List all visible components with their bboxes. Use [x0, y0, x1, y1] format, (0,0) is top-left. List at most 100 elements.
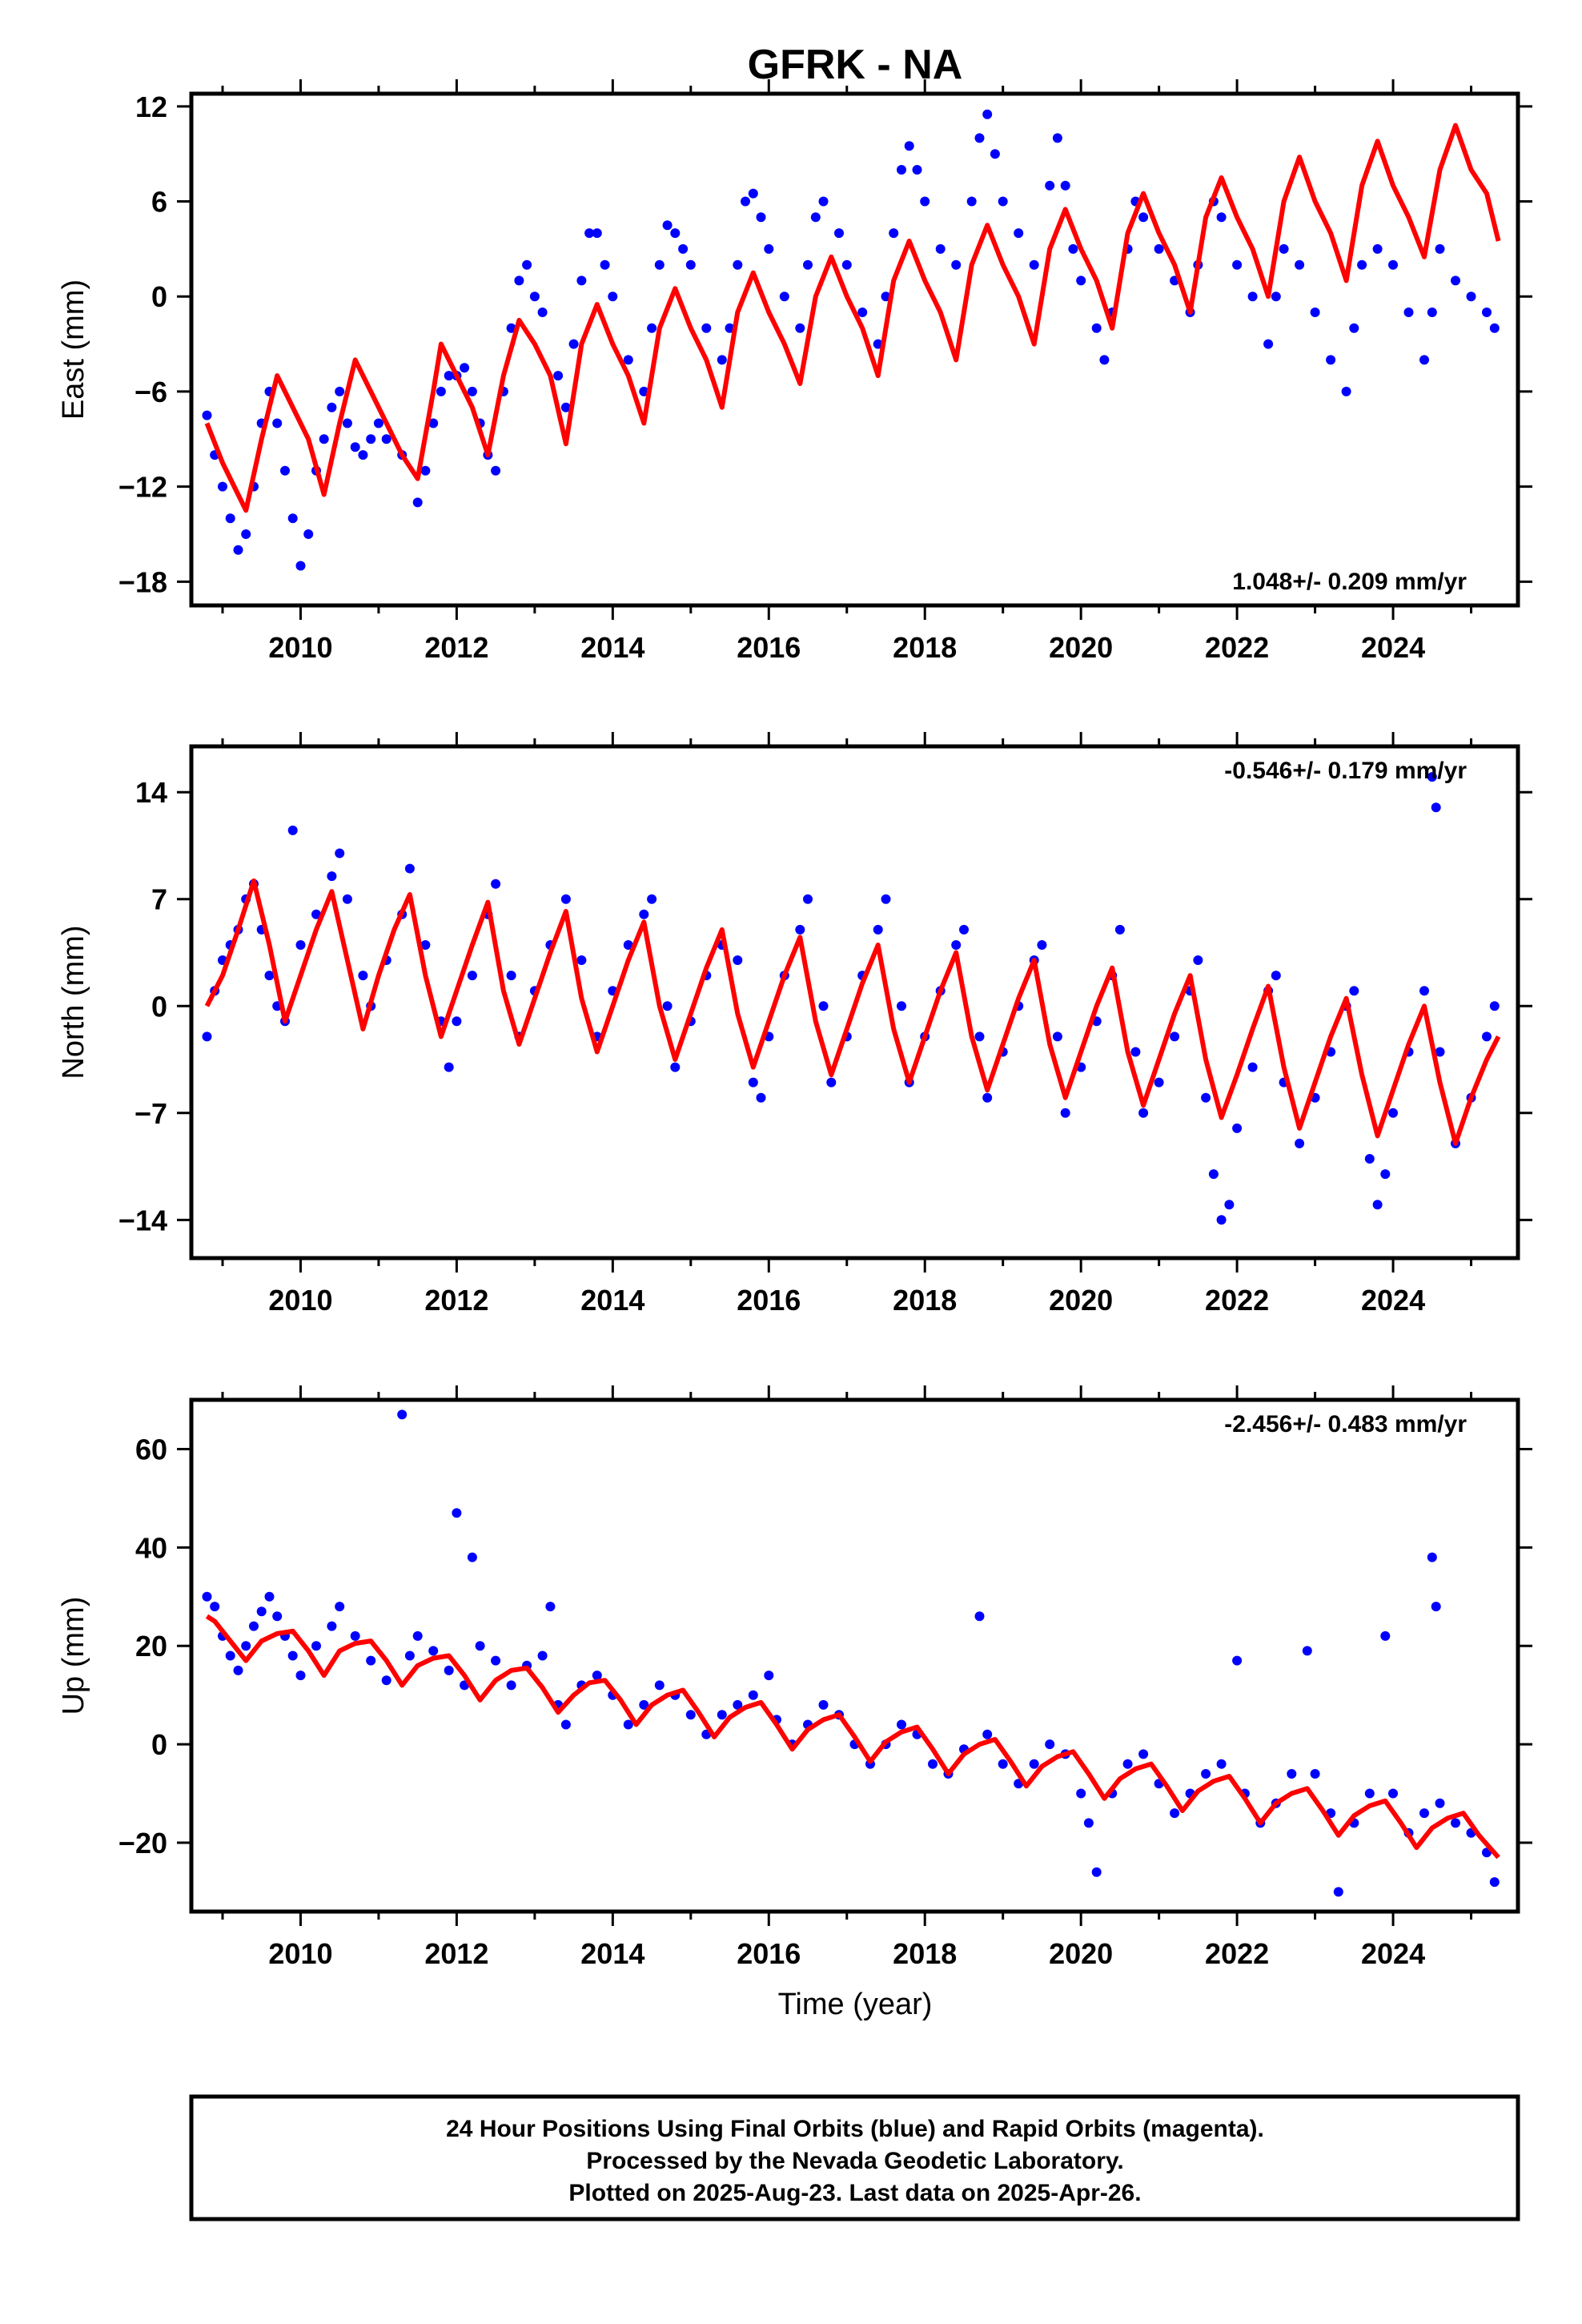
y-tick-label: −6: [135, 376, 167, 408]
data-point: [335, 848, 345, 858]
data-point: [1431, 802, 1441, 813]
data-point: [1310, 1769, 1320, 1779]
data-point: [897, 1001, 906, 1011]
data-point: [1263, 339, 1274, 349]
x-tick-label: 2022: [1205, 1284, 1269, 1317]
data-point: [210, 1602, 220, 1612]
data-point: [1419, 986, 1429, 996]
data-point: [1302, 1646, 1312, 1656]
footer-line-3: Plotted on 2025-Aug-23. Last data on 202…: [568, 2180, 1141, 2206]
data-point: [1482, 1031, 1492, 1042]
y-axis-label: East (mm): [57, 279, 90, 420]
data-point: [1295, 1138, 1305, 1148]
data-point: [803, 259, 813, 270]
data-point: [1170, 1031, 1180, 1042]
north-panel: 2010 2012 2014 2016 2018 2020 2022 2024 −14 −7 0 7 1…: [57, 732, 1532, 1317]
data-point: [584, 228, 595, 239]
data-point: [576, 955, 587, 965]
data-point: [654, 1680, 665, 1691]
data-point: [1068, 243, 1078, 254]
data-point: [241, 529, 251, 539]
data-point: [647, 323, 657, 333]
data-point: [733, 1699, 743, 1710]
data-point: [1099, 355, 1110, 365]
plot-area: [202, 772, 1501, 1225]
data-point: [452, 1016, 462, 1027]
data-point: [1388, 259, 1398, 270]
data-point: [233, 1665, 243, 1675]
x-tick-label: 2010: [268, 1937, 332, 1970]
rate-annotation: 1.048+/- 0.209 mm/yr: [1232, 569, 1467, 595]
y-tick-label: 40: [135, 1531, 167, 1564]
data-point: [1310, 308, 1320, 317]
x-tick-label: 2012: [424, 631, 488, 664]
data-point: [1216, 212, 1227, 223]
data-point: [537, 308, 548, 317]
data-point: [841, 259, 852, 270]
data-point: [342, 894, 352, 904]
data-point: [818, 196, 829, 207]
data-point: [1052, 1031, 1062, 1042]
data-point: [904, 141, 914, 151]
data-point: [592, 1671, 602, 1681]
data-point: [420, 465, 431, 476]
data-point: [327, 1621, 337, 1631]
data-point: [1388, 1108, 1398, 1118]
data-point: [404, 863, 415, 874]
data-point: [748, 1077, 758, 1088]
footer-box: 24 Hour Positions Using Final Orbits (bl…: [189, 2094, 1520, 2221]
y-tick-label: 0: [151, 990, 167, 1023]
data-point: [1224, 1200, 1235, 1210]
data-point: [647, 894, 657, 904]
data-point: [1435, 1798, 1445, 1808]
data-point: [1372, 1200, 1383, 1210]
data-point: [381, 1675, 391, 1686]
data-point: [1029, 259, 1039, 270]
data-point: [1232, 1123, 1243, 1133]
data-point: [600, 259, 610, 270]
data-point: [685, 1710, 696, 1720]
model-line: [204, 123, 1501, 513]
data-point: [1037, 940, 1047, 950]
data-point: [670, 228, 681, 239]
data-point: [1122, 1759, 1133, 1769]
data-point: [303, 529, 314, 539]
data-point: [491, 465, 501, 476]
data-point: [1427, 308, 1437, 317]
data-point: [1247, 1062, 1258, 1072]
x-tick-label: 2018: [893, 631, 957, 664]
data-point: [982, 109, 993, 119]
data-point: [373, 418, 383, 428]
data-point: [1435, 243, 1445, 254]
x-tick-label: 2024: [1361, 1284, 1425, 1317]
data-point: [467, 386, 477, 396]
data-point: [1482, 308, 1492, 317]
data-point: [1045, 180, 1055, 191]
data-point: [452, 1508, 462, 1518]
y-tick-label: −18: [118, 565, 167, 598]
data-point: [662, 1001, 673, 1011]
data-point: [202, 410, 212, 420]
data-point: [1201, 1092, 1211, 1103]
data-point: [810, 212, 821, 223]
data-point: [1208, 1169, 1219, 1180]
data-point: [319, 434, 329, 444]
data-point: [779, 292, 789, 302]
data-point: [287, 1651, 298, 1661]
data-point: [553, 371, 564, 381]
data-point: [1333, 1887, 1343, 1897]
data-point: [1295, 259, 1305, 270]
data-point: [358, 450, 368, 460]
data-point: [1349, 323, 1359, 333]
data-point: [1052, 133, 1062, 143]
data-point: [467, 1552, 477, 1562]
x-tick-label: 2018: [893, 1284, 957, 1317]
data-point: [1076, 1788, 1086, 1799]
data-point: [889, 228, 899, 239]
data-point: [1388, 1788, 1398, 1799]
data-point: [350, 442, 360, 452]
data-point: [1431, 1602, 1441, 1612]
y-tick-label: 7: [151, 883, 167, 916]
